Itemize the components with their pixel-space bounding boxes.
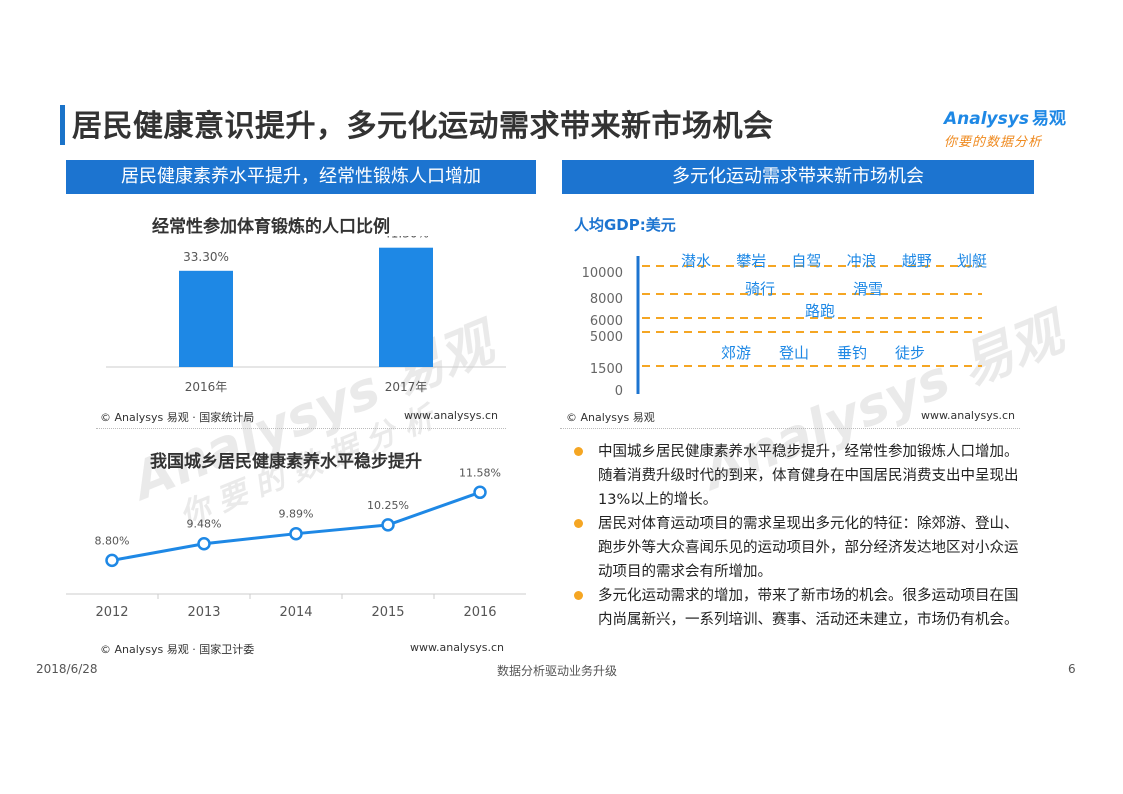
sport-item-label: 滑雪: [853, 280, 883, 298]
line-data-label: 11.58%: [459, 466, 501, 479]
line-point: [289, 526, 303, 541]
bar-chart: 33.30% 2016年 41.30% 2017年: [106, 236, 506, 394]
bullet-item: 多元化运动需求的增加，带来了新市场的机会。很多运动项目在国内尚属新兴，一系列培训…: [572, 584, 1022, 632]
line-data-label: 10.25%: [367, 499, 409, 512]
line-chart-site: www.analysys.cn: [410, 641, 504, 654]
line-category-label: 2013: [187, 605, 220, 620]
line-point: [105, 553, 119, 568]
bar-category-label: 2016年: [185, 380, 228, 394]
bullet-dot-icon: [574, 591, 583, 600]
sport-item-label: 郊游: [721, 344, 751, 362]
logo-slogan: 你要的数据分析: [944, 135, 1043, 150]
line-data-label: 9.48%: [187, 518, 222, 531]
sport-item-label: 攀岩: [736, 252, 766, 270]
divider: [96, 428, 506, 429]
sport-item-label: 冲浪: [847, 252, 877, 270]
bar-chart-source: © Analysys 易观 · 国家统计局: [100, 411, 255, 424]
logo-text-cn: 易观: [1031, 109, 1066, 129]
line-chart-source: © Analysys 易观 · 国家卫计委: [100, 643, 255, 656]
sport-item-label: 登山: [779, 344, 809, 362]
gdp-chart-site: www.analysys.cn: [921, 409, 1015, 422]
gdp-tick-label: 10000: [582, 266, 623, 281]
sport-item-label: 自驾: [791, 252, 821, 270]
title-accent-bar: [60, 105, 65, 145]
line-point: [197, 536, 211, 551]
insight-bullets: 中国城乡居民健康素养水平稳步提升，经常性参加锻炼人口增加。随着消费升级时代的到来…: [572, 440, 1022, 632]
left-section-banner: 居民健康素养水平提升，经常性锻炼人口增加: [66, 160, 536, 194]
gdp-axis-label: 人均GDP:美元: [574, 216, 676, 234]
line-chart-title: 我国城乡居民健康素养水平稳步提升: [150, 452, 422, 472]
gdp-tick-label: 1500: [590, 362, 623, 377]
page-number: 6: [1068, 662, 1076, 676]
sport-item-label: 骑行: [745, 280, 775, 298]
gdp-tick-label: 6000: [590, 314, 623, 329]
sport-item-label: 潜水: [681, 252, 711, 270]
bullet-item: 居民对体育运动项目的需求呈现出多元化的特征：除郊游、登山、跑步外等大众喜闻乐见的…: [572, 512, 1022, 584]
sport-item-label: 越野: [902, 252, 932, 270]
gdp-tick-label: 5000: [590, 330, 623, 345]
sport-item-label: 划艇: [957, 252, 987, 270]
bullet-text: 居民对体育运动项目的需求呈现出多元化的特征：除郊游、登山、跑步外等大众喜闻乐见的…: [598, 516, 1019, 580]
line-point: [473, 485, 487, 500]
sport-item-label: 徒步: [895, 344, 925, 362]
gdp-chart-source: © Analysys 易观: [566, 411, 655, 424]
brand-logo: Analysys 易观 你要的数据分析: [944, 104, 1084, 152]
line-data-label: 9.89%: [279, 508, 314, 521]
line-category-label: 2015: [371, 605, 404, 620]
divider-right: [560, 428, 1020, 429]
bar-data-label: 41.30%: [383, 236, 429, 241]
bar-chart-title: 经常性参加体育锻炼的人口比例: [152, 217, 390, 237]
bar-category-label: 2017年: [385, 380, 428, 394]
bar: [379, 247, 433, 367]
gdp-tick-label: 8000: [590, 292, 623, 307]
line-series: [111, 490, 481, 562]
bar: [179, 270, 233, 367]
line-chart: 8.80% 2012 9.48% 2013 9.89% 2014 10.25% 2015 11.…: [66, 466, 526, 620]
logo-text-en: Analysys: [944, 109, 1029, 129]
gdp-tick-label: 0: [615, 384, 623, 399]
bullet-text: 中国城乡居民健康素养水平稳步提升，经常性参加锻炼人口增加。随着消费升级时代的到来…: [598, 444, 1019, 508]
footer-tagline: 数据分析驱动业务升级: [497, 664, 618, 678]
sport-item-label: 垂钓: [837, 344, 867, 362]
line-point: [381, 518, 395, 532]
line-category-label: 2016: [463, 605, 496, 620]
right-section-banner: 多元化运动需求带来新市场机会: [562, 160, 1034, 194]
bar-data-label: 33.30%: [183, 250, 229, 264]
bullet-text: 多元化运动需求的增加，带来了新市场的机会。很多运动项目在国内尚属新兴，一系列培训…: [598, 588, 1019, 628]
bar-chart-site: www.analysys.cn: [404, 409, 498, 422]
bullet-dot-icon: [574, 519, 583, 528]
line-category-label: 2014: [279, 605, 312, 620]
line-category-label: 2012: [95, 605, 128, 620]
line-data-label: 8.80%: [95, 534, 130, 547]
sport-item-label: 路跑: [805, 302, 835, 320]
bullet-item: 中国城乡居民健康素养水平稳步提升，经常性参加锻炼人口增加。随着消费升级时代的到来…: [572, 440, 1022, 512]
footer-date: 2018/6/28: [36, 662, 98, 676]
bullet-dot-icon: [574, 447, 583, 456]
page-title: 居民健康意识提升，多元化运动需求带来新市场机会: [72, 109, 774, 144]
